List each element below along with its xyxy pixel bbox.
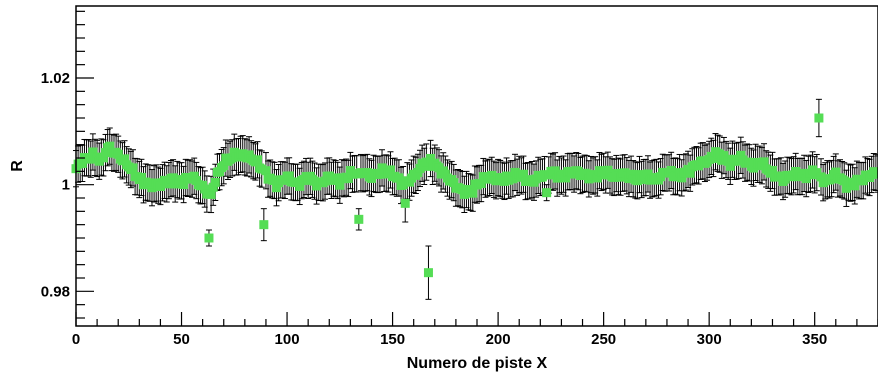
- data-point: [694, 161, 704, 171]
- data-point: [736, 150, 746, 160]
- data-point: [320, 176, 330, 186]
- data-point: [603, 165, 613, 175]
- y-axis-ticks: 0.98 1 1.02: [41, 10, 94, 319]
- data-point: [394, 173, 404, 183]
- data-point: [423, 268, 433, 278]
- data-point: [561, 173, 571, 183]
- data-point: [335, 180, 345, 190]
- data-point: [759, 157, 769, 167]
- x-tick-label: 100: [275, 331, 300, 348]
- data-point: [643, 169, 653, 179]
- data-point: [831, 167, 841, 177]
- data-point: [120, 154, 130, 164]
- data-point: [113, 149, 123, 159]
- data-point: [200, 184, 210, 194]
- data-point: [791, 166, 801, 176]
- data-point: [468, 188, 478, 198]
- x-axis-ticks: 0 50 100 150 200 250 300 350: [72, 312, 878, 348]
- data-point: [677, 173, 687, 183]
- x-tick-label: 150: [380, 331, 405, 348]
- y-tick-label: 1: [62, 177, 70, 194]
- data-point: [253, 155, 263, 165]
- data-point: [518, 169, 528, 179]
- data-point: [261, 166, 271, 176]
- data-point: [542, 188, 552, 198]
- data-point: [101, 148, 111, 158]
- data-point: [767, 165, 777, 175]
- data-point: [206, 189, 216, 199]
- data-point: [400, 198, 410, 208]
- data-point: [88, 147, 98, 157]
- data-point: [210, 177, 220, 187]
- x-tick-label: 200: [486, 331, 511, 348]
- data-point: [128, 163, 138, 173]
- data-point: [98, 153, 108, 163]
- data-point: [814, 113, 824, 123]
- y-axis-title: R: [9, 160, 26, 172]
- data-point: [208, 182, 218, 192]
- x-tick-label: 350: [802, 331, 827, 348]
- data-point: [725, 161, 735, 171]
- data-point: [295, 181, 305, 191]
- data-point: [272, 183, 281, 193]
- x-tick-label: 250: [591, 331, 616, 348]
- data-point: [449, 178, 459, 188]
- x-tick-label: 300: [697, 331, 722, 348]
- data-point: [204, 233, 214, 243]
- y-tick-label: 0.98: [41, 283, 70, 300]
- data-point: [850, 181, 860, 191]
- x-tick-label: 50: [173, 331, 190, 348]
- data-point: [841, 183, 851, 193]
- data-points: [71, 113, 878, 278]
- data-point: [179, 180, 189, 190]
- data-point: [284, 171, 294, 181]
- data-point: [77, 158, 87, 168]
- data-point: [873, 169, 878, 179]
- y-tick-label: 1.02: [41, 70, 70, 87]
- data-point: [105, 141, 115, 151]
- data-point: [259, 220, 269, 230]
- data-point: [136, 172, 146, 182]
- x-tick-label: 0: [72, 331, 80, 348]
- data-point: [685, 168, 695, 178]
- data-point: [354, 214, 364, 224]
- data-point: [666, 165, 676, 175]
- data-point: [385, 165, 395, 175]
- x-axis-title: Numero de piste X: [407, 355, 548, 372]
- error-bars: [73, 98, 878, 300]
- data-point: [377, 163, 387, 173]
- data-point: [708, 153, 718, 163]
- data-point: [426, 153, 436, 163]
- data-point: [592, 173, 602, 183]
